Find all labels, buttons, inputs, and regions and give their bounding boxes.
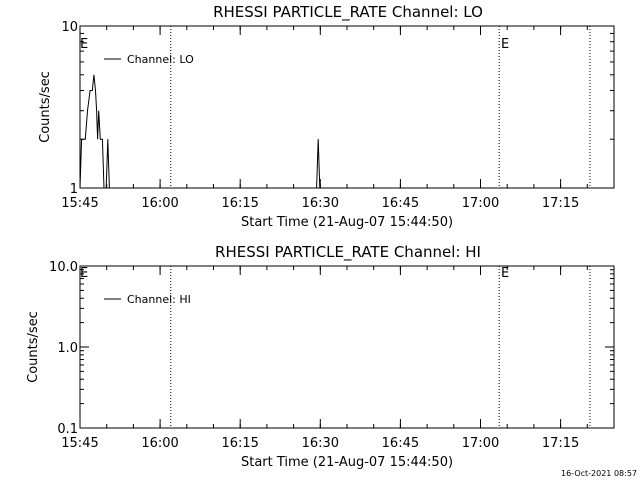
x-tick-label: 16:15: [221, 196, 258, 211]
x-tick-label: 16:00: [141, 436, 178, 451]
plot-frame: [79, 25, 615, 189]
marker-label: E: [501, 37, 509, 52]
y-tick-label: 0.1: [57, 422, 78, 437]
x-tick-label: 16:00: [141, 196, 178, 211]
x-tick-label: 17:00: [462, 196, 499, 211]
x-tick-label: 15:45: [61, 196, 98, 211]
chart-title: RHESSI PARTICLE_RATE Channel: HI: [215, 243, 481, 262]
panel-lo: RHESSI PARTICLE_RATE Channel: LO 15:45 16…: [38, 3, 615, 230]
series-line-channel-lo: [79, 74, 112, 189]
series-line-channel-lo: [316, 139, 321, 189]
marker-label: E: [80, 266, 88, 281]
x-tick-label: 17:00: [462, 436, 499, 451]
x-tick-label: 17:15: [542, 436, 579, 451]
legend: Channel: HI: [104, 293, 191, 306]
legend-label: Channel: HI: [127, 293, 191, 306]
chart-title: RHESSI PARTICLE_RATE Channel: LO: [213, 3, 483, 22]
axis-ticks: 15:45 16:00 16:15 16:30 16:45 17:00 17:15 1 10: [61, 20, 615, 211]
y-tick-label: 1: [70, 182, 78, 197]
vertical-markers: [170, 266, 591, 428]
y-tick-label: 10.0: [49, 260, 78, 275]
legend-label: Channel: LO: [127, 53, 194, 66]
x-tick-label: 16:15: [221, 436, 258, 451]
vertical-markers: [170, 26, 591, 188]
x-axis-label: Start Time (21-Aug-07 15:44:50): [241, 455, 453, 470]
marker-label: E: [80, 37, 88, 52]
marker-label: E: [501, 266, 509, 281]
x-tick-label: 17:15: [542, 196, 579, 211]
x-tick-label: 16:45: [382, 196, 419, 211]
x-axis-label: Start Time (21-Aug-07 15:44:50): [241, 215, 453, 230]
series-layer: [79, 74, 321, 189]
x-tick-label: 16:30: [302, 196, 339, 211]
axis-ticks: 15:45 16:00 16:15 16:30 16:45 17:00 17:15 0.1 1.…: [49, 260, 615, 451]
legend: Channel: LO: [104, 53, 194, 66]
footer-timestamp: 16-Oct-2021 08:57: [561, 469, 637, 478]
x-tick-label: 16:30: [302, 436, 339, 451]
y-tick-label: 10: [61, 20, 78, 35]
plot-frame: [79, 265, 615, 429]
x-tick-label: 16:45: [382, 436, 419, 451]
y-axis-label: Counts/sec: [38, 71, 53, 143]
y-tick-label: 1.0: [57, 341, 78, 356]
panel-hi: RHESSI PARTICLE_RATE Channel: HI 15:45 16…: [26, 243, 615, 470]
y-axis-label: Counts/sec: [26, 311, 41, 383]
x-tick-label: 15:45: [61, 436, 98, 451]
